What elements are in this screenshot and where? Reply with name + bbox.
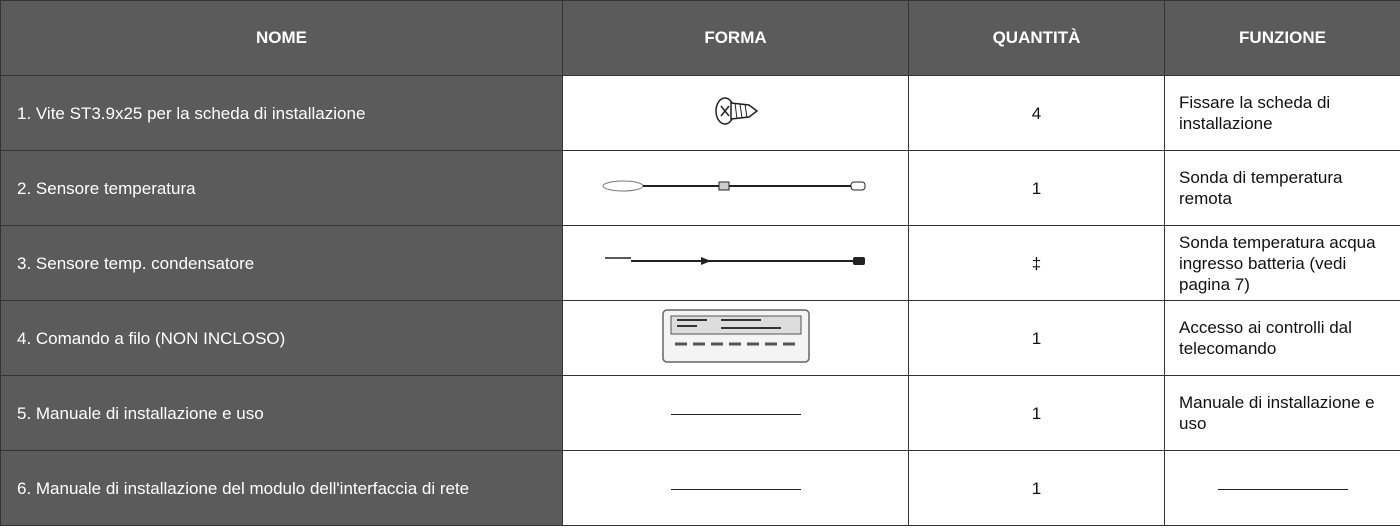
item-name: 5. Manuale di installazione e uso [0,375,563,451]
item-name: 4. Comando a filo (NON INCLOSO) [0,300,563,376]
item-name: 6. Manuale di installazione del modulo d… [0,450,563,526]
item-function: Manuale di installazione e uso [1164,375,1400,451]
column-header: NOME [0,0,563,76]
item-quantity: 4 [908,75,1165,151]
item-name: 3. Sensore temp. condensatore [0,225,563,301]
item-shape [562,375,909,451]
item-name: 1. Vite ST3.9x25 per la scheda di instal… [0,75,563,151]
item-quantity: 1 [908,150,1165,226]
item-quantity: 1 [908,375,1165,451]
table-row: 1. Vite ST3.9x25 per la scheda di instal… [0,75,1400,151]
table-row: 5. Manuale di installazione e uso 1 Manual… [0,375,1400,451]
table-row: 6. Manuale di installazione del modulo d… [0,450,1400,526]
table-row: 2. Sensore temperatura 1 Sonda di temperat… [0,150,1400,226]
column-header: QUANTITÀ [908,0,1165,76]
item-function [1164,450,1400,526]
header-row: NOME FORMA QUANTITÀ FUNZIONE [0,0,1400,76]
item-function: Accesso ai controlli dal telecomando [1164,300,1400,376]
item-quantity: ‡ [908,225,1165,301]
item-shape [562,300,909,376]
item-quantity: 1 [908,450,1165,526]
item-function: Sonda temperatura acqua ingresso batteri… [1164,225,1400,301]
item-shape [562,225,909,301]
item-shape [562,150,909,226]
item-shape [562,450,909,526]
table-row: 3. Sensore temp. condensatore ‡ Sonda temp… [0,225,1400,301]
item-function: Sonda di temperatura remota [1164,150,1400,226]
table-row: 4. Comando a filo (NON INCLOSO) 1 Accesso … [0,300,1400,376]
table-body: 1. Vite ST3.9x25 per la scheda di instal… [0,75,1400,526]
item-name: 2. Sensore temperatura [0,150,563,226]
item-quantity: 1 [908,300,1165,376]
item-function: Fissare la scheda di installazione [1164,75,1400,151]
item-shape [562,75,909,151]
column-header: FORMA [562,0,909,76]
column-header: FUNZIONE [1164,0,1400,76]
